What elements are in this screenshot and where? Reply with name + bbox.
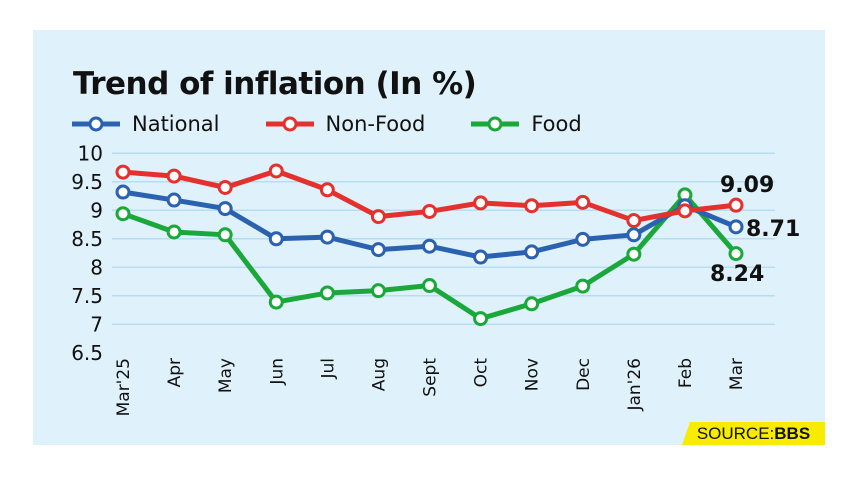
data-point-food xyxy=(575,278,591,294)
y-tick-label: 7.5 xyxy=(71,284,103,308)
y-tick-label: 10 xyxy=(78,141,103,165)
source-value: BBS xyxy=(774,424,811,443)
data-point-food xyxy=(422,278,437,294)
x-tick-label: Apr xyxy=(165,358,185,387)
data-point-non-food xyxy=(677,203,693,219)
data-point-national xyxy=(422,238,437,254)
data-point-non-food xyxy=(166,168,182,184)
data-label-food: 8.24 xyxy=(710,262,764,287)
data-label-non-food: 9.09 xyxy=(720,173,774,198)
legend-food-label: Food xyxy=(531,112,582,136)
data-point-non-food xyxy=(626,213,642,229)
data-point-national xyxy=(575,231,591,247)
data-point-national xyxy=(217,201,233,217)
data-point-non-food xyxy=(115,164,131,180)
data-point-non-food xyxy=(473,195,489,211)
x-tick-label: Oct xyxy=(472,358,492,388)
legend: National Non-Food Food xyxy=(70,112,626,136)
data-point-national xyxy=(115,184,131,200)
data-point-national xyxy=(524,244,540,260)
data-point-national xyxy=(370,242,386,258)
data-point-national xyxy=(626,227,642,243)
data-point-non-food xyxy=(728,197,744,213)
data-point-food xyxy=(626,246,642,262)
legend-non-food: Non-Food xyxy=(264,112,426,136)
x-tick-label: Sept xyxy=(421,358,441,397)
x-tick-label: Mar'25 xyxy=(114,358,134,416)
x-tick-label: May xyxy=(216,358,236,393)
data-point-non-food xyxy=(268,163,284,179)
data-point-food xyxy=(217,227,233,243)
legend-non-food-marker xyxy=(265,116,314,132)
source-badge: SOURCE:BBS xyxy=(682,422,825,445)
legend-food-marker xyxy=(471,116,520,132)
data-point-non-food xyxy=(575,194,591,210)
data-point-national xyxy=(268,231,284,247)
data-point-food xyxy=(524,296,540,312)
data-point-national xyxy=(473,249,489,265)
y-tick-label: 8.5 xyxy=(71,227,103,251)
x-tick-label: Mar xyxy=(727,358,747,390)
x-tick-label: Jun xyxy=(267,358,287,386)
data-point-food xyxy=(166,224,182,240)
data-point-non-food xyxy=(319,182,335,198)
data-point-national xyxy=(166,192,182,208)
x-tick-label: Nov xyxy=(523,358,543,391)
data-point-non-food xyxy=(217,180,233,195)
legend-national-marker xyxy=(72,116,120,132)
source-label: SOURCE: xyxy=(696,424,775,443)
data-point-non-food xyxy=(422,203,437,219)
legend-national-label: National xyxy=(132,112,220,136)
x-tick-label: Aug xyxy=(369,358,389,391)
x-tick-label: Jul xyxy=(318,358,338,380)
data-point-non-food xyxy=(524,198,540,214)
y-tick-label: 6.5 xyxy=(71,341,103,365)
data-point-food xyxy=(115,206,131,222)
y-tick-label: 8 xyxy=(90,255,103,279)
data-label-national: 8.71 xyxy=(746,217,800,242)
y-tick-label: 7 xyxy=(90,312,103,336)
data-point-non-food xyxy=(370,209,386,225)
data-point-food xyxy=(319,285,335,301)
data-point-food xyxy=(268,294,284,310)
data-point-food xyxy=(370,283,386,299)
x-tick-label: Feb xyxy=(676,358,696,388)
data-point-food xyxy=(473,311,489,327)
legend-food: Food xyxy=(469,112,582,136)
x-tick-label: Dec xyxy=(574,358,594,391)
legend-non-food-label: Non-Food xyxy=(325,112,426,136)
data-point-national xyxy=(728,219,744,235)
data-point-food xyxy=(728,246,744,262)
y-tick-label: 9 xyxy=(90,198,103,222)
y-tick-label: 9.5 xyxy=(71,170,103,194)
data-point-national xyxy=(319,229,335,245)
chart-title: Trend of inflation (In %) xyxy=(73,66,477,102)
x-tick-label: Jan'26 xyxy=(625,358,645,412)
chart-panel xyxy=(33,30,825,445)
legend-national: National xyxy=(70,112,220,136)
